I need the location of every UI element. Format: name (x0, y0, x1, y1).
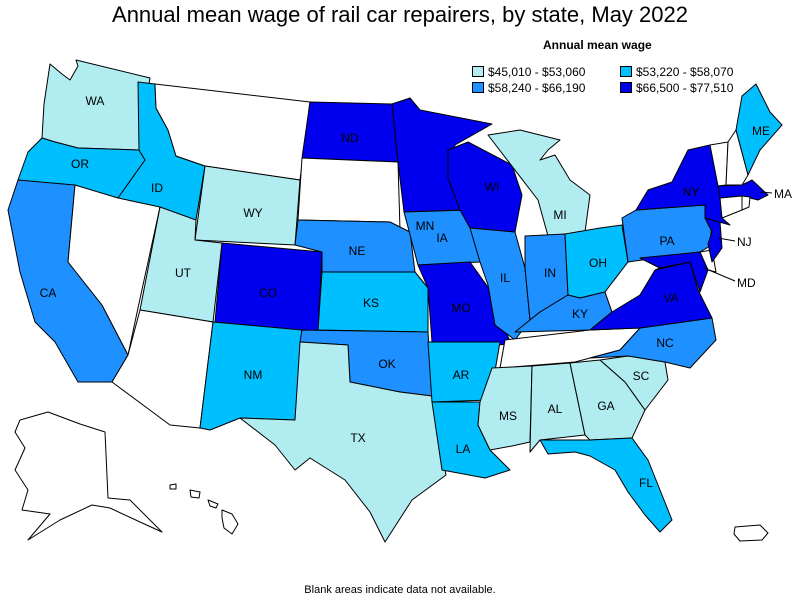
state-label-sc: SC (633, 369, 650, 383)
state-al[interactable] (529, 362, 586, 453)
map-title: Annual mean wage of rail car repairers, … (112, 2, 688, 27)
legend-swatch-4 (620, 82, 632, 93)
state-nh[interactable] (725, 129, 749, 186)
legend-swatch-1 (472, 66, 484, 77)
state-label-md: MD (737, 276, 756, 290)
state-shapes (7, 59, 783, 543)
legend-item-3: $58,240 - $66,190 (472, 82, 585, 95)
state-label-nc: NC (656, 336, 674, 350)
legend-swatch-2 (620, 66, 632, 77)
state-label-nd: ND (341, 131, 359, 145)
state-sd[interactable] (297, 157, 401, 231)
state-ks[interactable] (317, 271, 429, 333)
state-label-ok: OK (378, 357, 395, 371)
state-label-nm: NM (244, 368, 263, 382)
legend-label-1: $45,010 - $53,060 (488, 65, 586, 79)
legend-item-2: $53,220 - $58,070 (620, 66, 733, 79)
legend-swatch-3 (472, 82, 484, 93)
legend-title: Annual mean wage (543, 38, 652, 52)
state-label-in: IN (544, 266, 556, 280)
state-labels: WA OR CA ID WY UT CO NM ND NE KS OK TX M… (40, 94, 770, 490)
state-label-oh: OH (589, 256, 607, 270)
state-label-me: ME (752, 124, 770, 138)
ma-leader-line (759, 191, 773, 194)
legend-label-4: $66,500 - $77,510 (636, 81, 734, 95)
state-fl[interactable] (539, 437, 673, 533)
state-label-id: ID (151, 181, 163, 195)
state-nc[interactable] (589, 317, 717, 369)
state-label-il: IL (500, 271, 510, 285)
state-label-or: OR (71, 157, 89, 171)
state-ri[interactable] (741, 195, 751, 211)
state-label-pa: PA (659, 234, 674, 248)
state-label-co: CO (259, 286, 277, 300)
legend-item-1: $45,010 - $53,060 (472, 66, 585, 79)
state-label-ca: CA (40, 286, 57, 300)
state-nv[interactable] (67, 184, 161, 356)
state-tx[interactable] (239, 341, 447, 543)
state-label-mi: MI (553, 208, 566, 222)
state-me[interactable] (735, 83, 783, 176)
state-label-ms: MS (499, 409, 517, 423)
footnote: Blank areas indicate data not available. (304, 584, 496, 596)
legend-label-3: $58,240 - $66,190 (488, 81, 586, 95)
state-ak[interactable] (14, 411, 163, 541)
state-label-ut: UT (175, 266, 192, 280)
nj-leader-line (717, 237, 736, 242)
state-label-ia: IA (436, 231, 447, 245)
state-label-mo: MO (451, 301, 470, 315)
state-pr[interactable] (733, 524, 769, 542)
state-label-wy: WY (243, 206, 262, 220)
state-ct[interactable] (719, 195, 743, 219)
legend-label-2: $53,220 - $58,070 (636, 65, 734, 79)
state-label-ks: KS (363, 296, 379, 310)
legend-item-4: $66,500 - $77,510 (620, 82, 733, 95)
state-label-ny: NY (683, 185, 700, 199)
state-label-mn: MN (416, 219, 435, 233)
state-label-ga: GA (597, 399, 614, 413)
state-label-wa: WA (86, 94, 105, 108)
state-label-al: AL (548, 402, 563, 416)
state-label-nj: NJ (737, 235, 752, 249)
state-label-ma: MA (774, 187, 792, 201)
state-mi[interactable] (487, 129, 591, 237)
state-label-la: LA (456, 442, 471, 456)
callout-labels: MA NJ MD (703, 187, 792, 290)
state-label-ky: KY (572, 307, 588, 321)
state-hi[interactable] (169, 483, 239, 535)
state-label-ne: NE (349, 244, 366, 258)
state-label-tx: TX (350, 431, 365, 445)
state-label-wi: WI (485, 180, 500, 194)
state-label-va: VA (663, 291, 678, 305)
state-label-ar: AR (453, 368, 470, 382)
state-label-fl: FL (639, 476, 653, 490)
md-leader-line (703, 267, 736, 282)
